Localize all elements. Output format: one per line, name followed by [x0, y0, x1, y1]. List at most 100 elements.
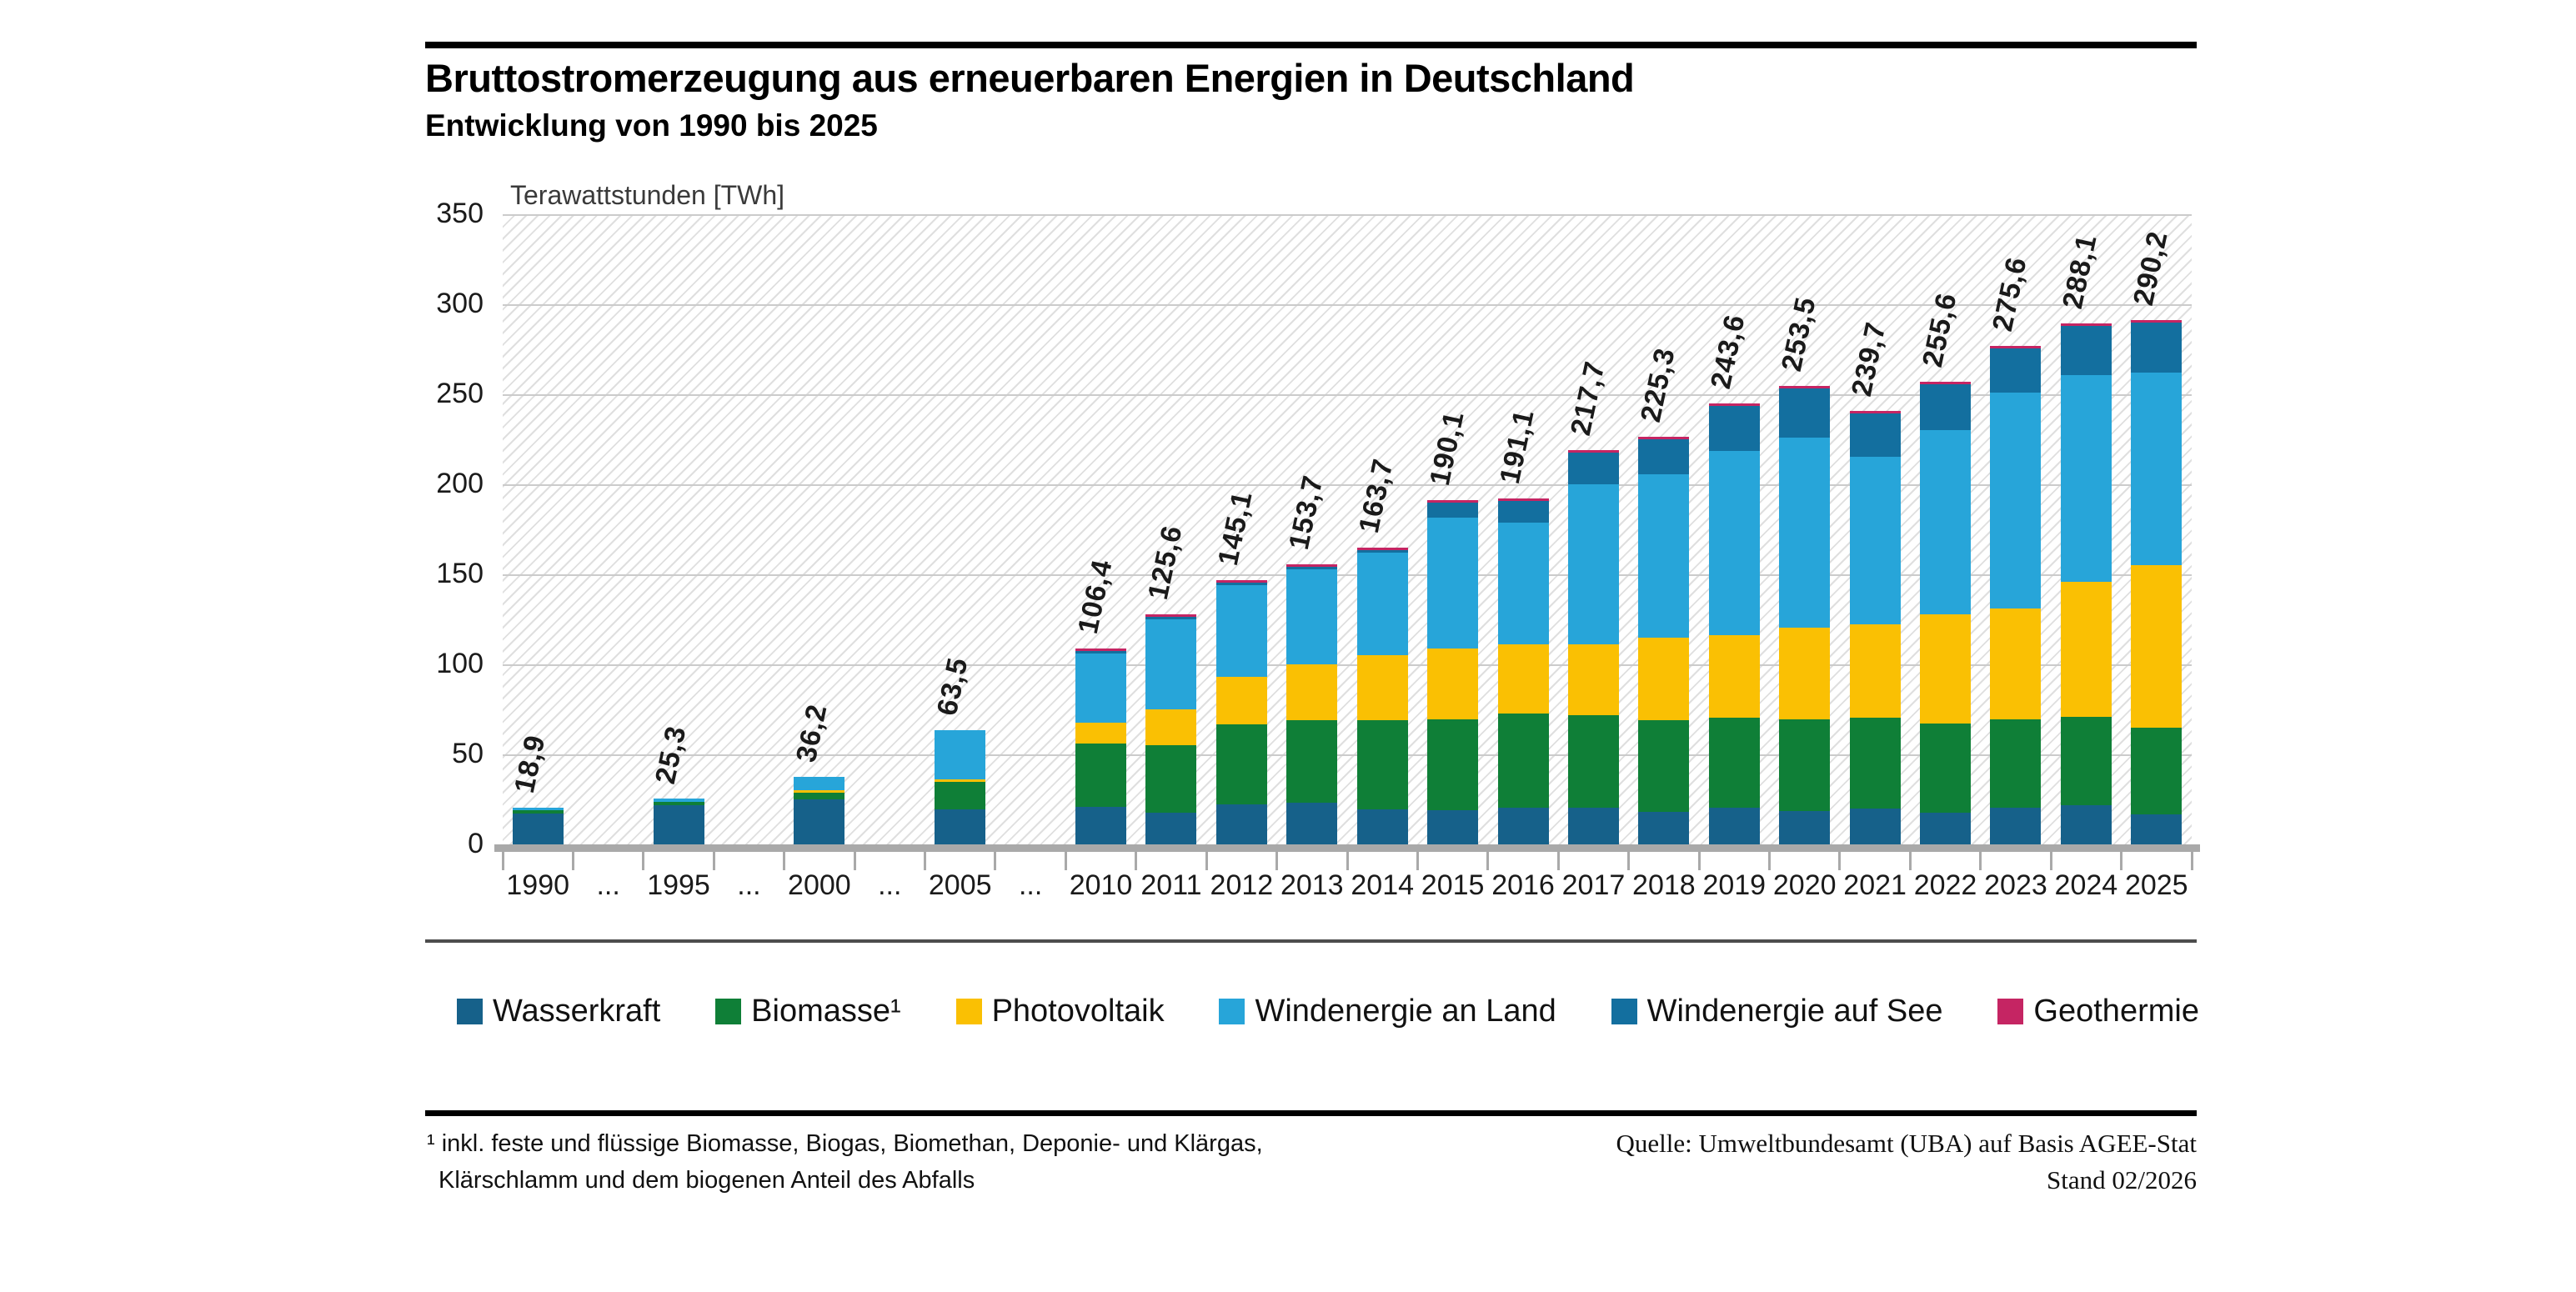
bar-segment-wasserkraft [1779, 810, 1831, 844]
x-axis-tick [1979, 850, 1982, 870]
bar-segment-windenergieaufsee [1497, 500, 1549, 523]
bar-segment-windenergieanland [1215, 584, 1267, 678]
legend-swatch-icon [457, 998, 483, 1024]
bar-segment-biomasse [1215, 724, 1267, 805]
bar-segment-geothermie [1215, 579, 1267, 583]
bar-segment-geothermie [1356, 547, 1408, 550]
bar-2024 [2060, 323, 2112, 844]
bar-segment-wasserkraft [2131, 814, 2183, 844]
bar-2012 [1215, 579, 1267, 844]
x-axis-tick-labels: 1990... 1995... 2000... 2005... 2010 2011 2012… [503, 869, 2192, 911]
legend-divider-line [425, 939, 2197, 943]
bar-segment-windenergieanland [794, 777, 845, 790]
bar-segment-geothermie [1427, 499, 1479, 503]
bar-segment-wasserkraft [1145, 812, 1197, 844]
bar-segment-wasserkraft [1075, 806, 1127, 844]
bar-segment-photovoltaik [1075, 723, 1127, 744]
legend: Wasserkraft Biomasse¹ Photovoltaik Windener… [457, 988, 2199, 1034]
x-axis-tick [2120, 850, 2123, 870]
bar-segment-geothermie [1920, 382, 1972, 385]
legend-item-wasserkraft: Wasserkraft [457, 994, 660, 1029]
y-tick-label: 0 [468, 828, 484, 859]
bar-2017 [1567, 450, 1619, 844]
legend-swatch-icon [955, 998, 982, 1024]
bar-segment-windenergieanland [1497, 522, 1549, 645]
y-axis-tick-labels: 0 50 100 150 200 250 300 350 [350, 198, 484, 859]
bar-segment-windenergieanland [653, 799, 704, 802]
x-tick-label-2024: 2024 [2054, 869, 2118, 901]
y-tick-label: 100 [436, 648, 484, 679]
bar-segment-windenergieanland [1286, 569, 1338, 664]
bar-segment-windenergieanland [2131, 373, 2183, 566]
x-axis-tick [853, 850, 856, 870]
bar-segment-geothermie [1286, 564, 1338, 568]
bar-segment-windenergieanland [1427, 517, 1479, 649]
bar-total-label: 145,1 [1212, 488, 1260, 568]
bar-segment-wasserkraft [1497, 807, 1549, 844]
bar-2016 [1497, 498, 1549, 844]
bar-2000 [794, 777, 845, 844]
bar-2021 [1849, 410, 1901, 844]
bar-segment-windenergieanland [1920, 429, 1972, 614]
x-axis-tick [994, 850, 997, 870]
bar-total-label: 255,6 [1916, 290, 1963, 371]
x-tick-label-2019: 2019 [1702, 869, 1767, 901]
x-axis-tick [1486, 850, 1490, 870]
bar-2011 [1145, 614, 1197, 844]
y-tick-label: 300 [436, 288, 484, 319]
bar-segment-photovoltaik [1145, 709, 1197, 745]
bar-total-label: 125,6 [1141, 522, 1189, 603]
bar-segment-biomasse [1990, 719, 2042, 809]
x-tick-label-2000: 2000 [788, 869, 851, 901]
bar-segment-windenergieaufsee [1145, 617, 1197, 620]
bar-segment-biomasse [935, 781, 986, 809]
bar-segment-biomasse [1427, 719, 1479, 810]
x-tick-label-2018: 2018 [1632, 869, 1696, 901]
bar-segment-biomasse [1075, 744, 1127, 807]
x-axis-tick [1697, 850, 1701, 870]
bar-segment-biomasse [2060, 716, 2112, 806]
legend-item-windenergieanland: Windenergie an Land [1219, 994, 1556, 1029]
bar-2019 [1708, 403, 1760, 844]
x-tick-label-2020: 2020 [1772, 869, 1837, 901]
x-axis-tick [924, 850, 926, 870]
x-axis-tick [1838, 850, 1842, 870]
legend-swatch-icon [715, 998, 742, 1024]
bar-segment-windenergieaufsee [2131, 322, 2183, 373]
bar-total-label: 190,1 [1423, 408, 1471, 488]
legend-label: Photovoltaik [991, 993, 1165, 1029]
bar-segment-windenergieanland [1779, 437, 1831, 628]
bar-segment-windenergieanland [1990, 392, 2042, 609]
bar-segment-geothermie [2060, 323, 2112, 327]
bar-segment-photovoltaik [1779, 627, 1831, 719]
x-tick-label-2015: 2015 [1421, 869, 1485, 901]
x-tick-label-2022: 2022 [1913, 869, 1977, 901]
x-axis-tick [501, 850, 504, 870]
legend-item-geothermie: Geothermie [1997, 994, 2199, 1029]
footnote-line-1: ¹ inkl. feste und flüssige Biomasse, Bio… [427, 1130, 1263, 1157]
bar-segment-windenergieanland [1567, 484, 1619, 645]
legend-label: Windenergie auf See [1646, 993, 1943, 1029]
x-tick-label-2014: 2014 [1351, 869, 1415, 901]
legend-swatch-icon [1611, 998, 1637, 1024]
bar-segment-photovoltaik [1638, 637, 1690, 720]
bar-total-label: 275,6 [1986, 253, 2033, 334]
bar-2015 [1427, 499, 1479, 844]
bar-segment-windenergieaufsee [1356, 549, 1408, 553]
bar-segment-wasserkraft [1708, 808, 1760, 844]
x-axis-tick [1275, 850, 1279, 870]
bar-2025 [2131, 319, 2183, 844]
bar-segment-windenergieanland [1145, 619, 1197, 710]
bar-2014 [1356, 547, 1408, 844]
bar-segment-geothermie [1145, 614, 1197, 618]
bar-segment-biomasse [1286, 719, 1338, 804]
bar-segment-windenergieaufsee [1567, 453, 1619, 485]
y-tick-label: 350 [436, 198, 484, 229]
bar-segment-geothermie [2131, 319, 2183, 323]
bar-segment-photovoltaik [935, 779, 986, 782]
bar-segment-windenergieanland [1356, 552, 1408, 655]
bar-segment-photovoltaik [1849, 624, 1901, 719]
bar-segment-wasserkraft [1356, 809, 1408, 844]
x-tick-label-...: ... [878, 869, 902, 901]
